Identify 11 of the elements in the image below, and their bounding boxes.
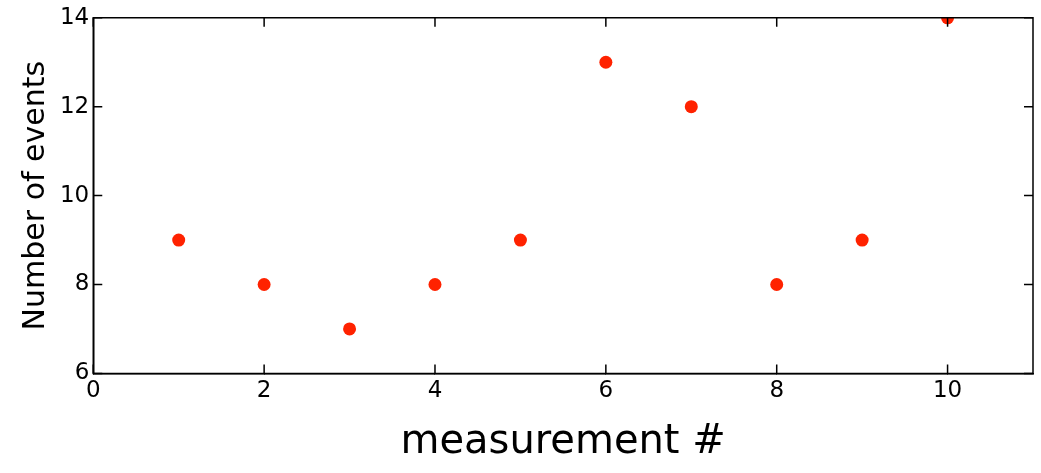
- x-tick-label: 4: [427, 376, 443, 403]
- y-axis-title: Number of events: [15, 60, 51, 331]
- y-tick-label: 8: [74, 269, 90, 296]
- y-tick-label: 10: [59, 180, 90, 207]
- x-tick-label: 6: [598, 376, 614, 403]
- x-tick-label: 10: [932, 376, 963, 403]
- y-tick-label: 12: [59, 91, 90, 118]
- y-tick-label: 14: [59, 2, 90, 29]
- x-tick-label: 2: [256, 376, 272, 403]
- x-tick-label: 8: [769, 376, 785, 403]
- x-axis-title: measurement #: [400, 416, 726, 463]
